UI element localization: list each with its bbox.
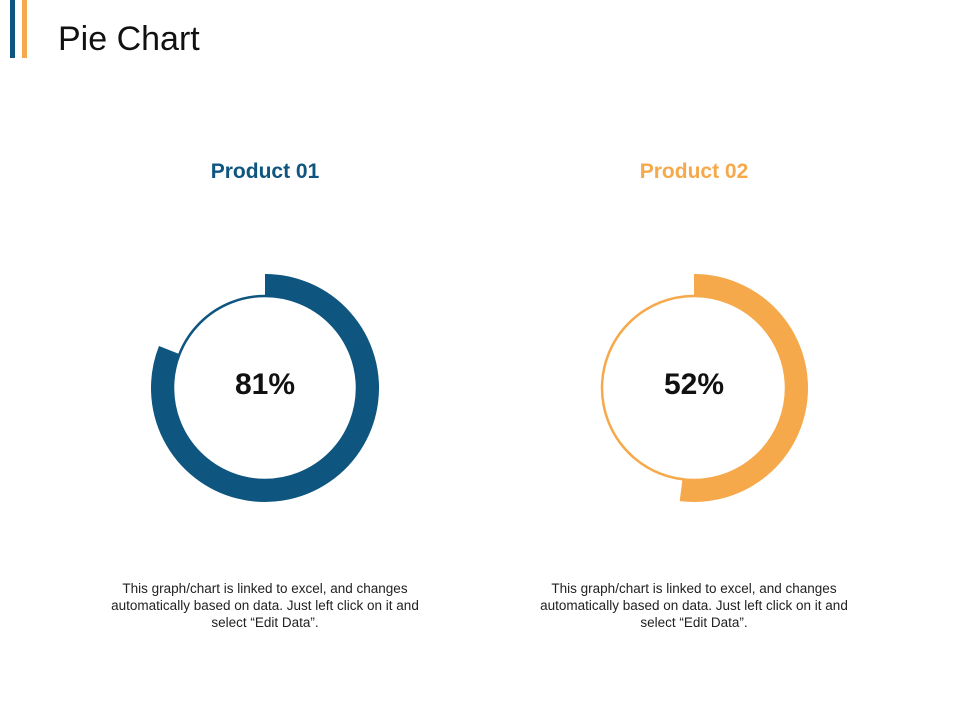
product-02-title: Product 02	[639, 160, 749, 183]
product-02-note: This graph/chart is linked to excel, and…	[540, 581, 848, 630]
donut-chart-product-01[interactable]	[145, 268, 385, 508]
donut-chart-product-02[interactable]	[574, 268, 814, 508]
chart-panel-product-01[interactable]: Product 01 81% This graph/chart is linke…	[85, 150, 445, 650]
product-01-percent-label: 81%	[234, 368, 296, 401]
product-02-percent-label: 52%	[663, 368, 725, 401]
chart-panel-product-02[interactable]: Product 02 52% This graph/chart is linke…	[514, 150, 874, 650]
product-01-title: Product 01	[210, 160, 320, 183]
product-01-note: This graph/chart is linked to excel, and…	[111, 581, 419, 630]
accent-bar-left	[10, 0, 15, 58]
donut-value-arc-product-01[interactable]	[151, 274, 379, 502]
donut-value-arc-product-02[interactable]	[679, 274, 808, 502]
page-title: Pie Chart	[58, 20, 200, 58]
accent-bar-right	[22, 0, 27, 58]
